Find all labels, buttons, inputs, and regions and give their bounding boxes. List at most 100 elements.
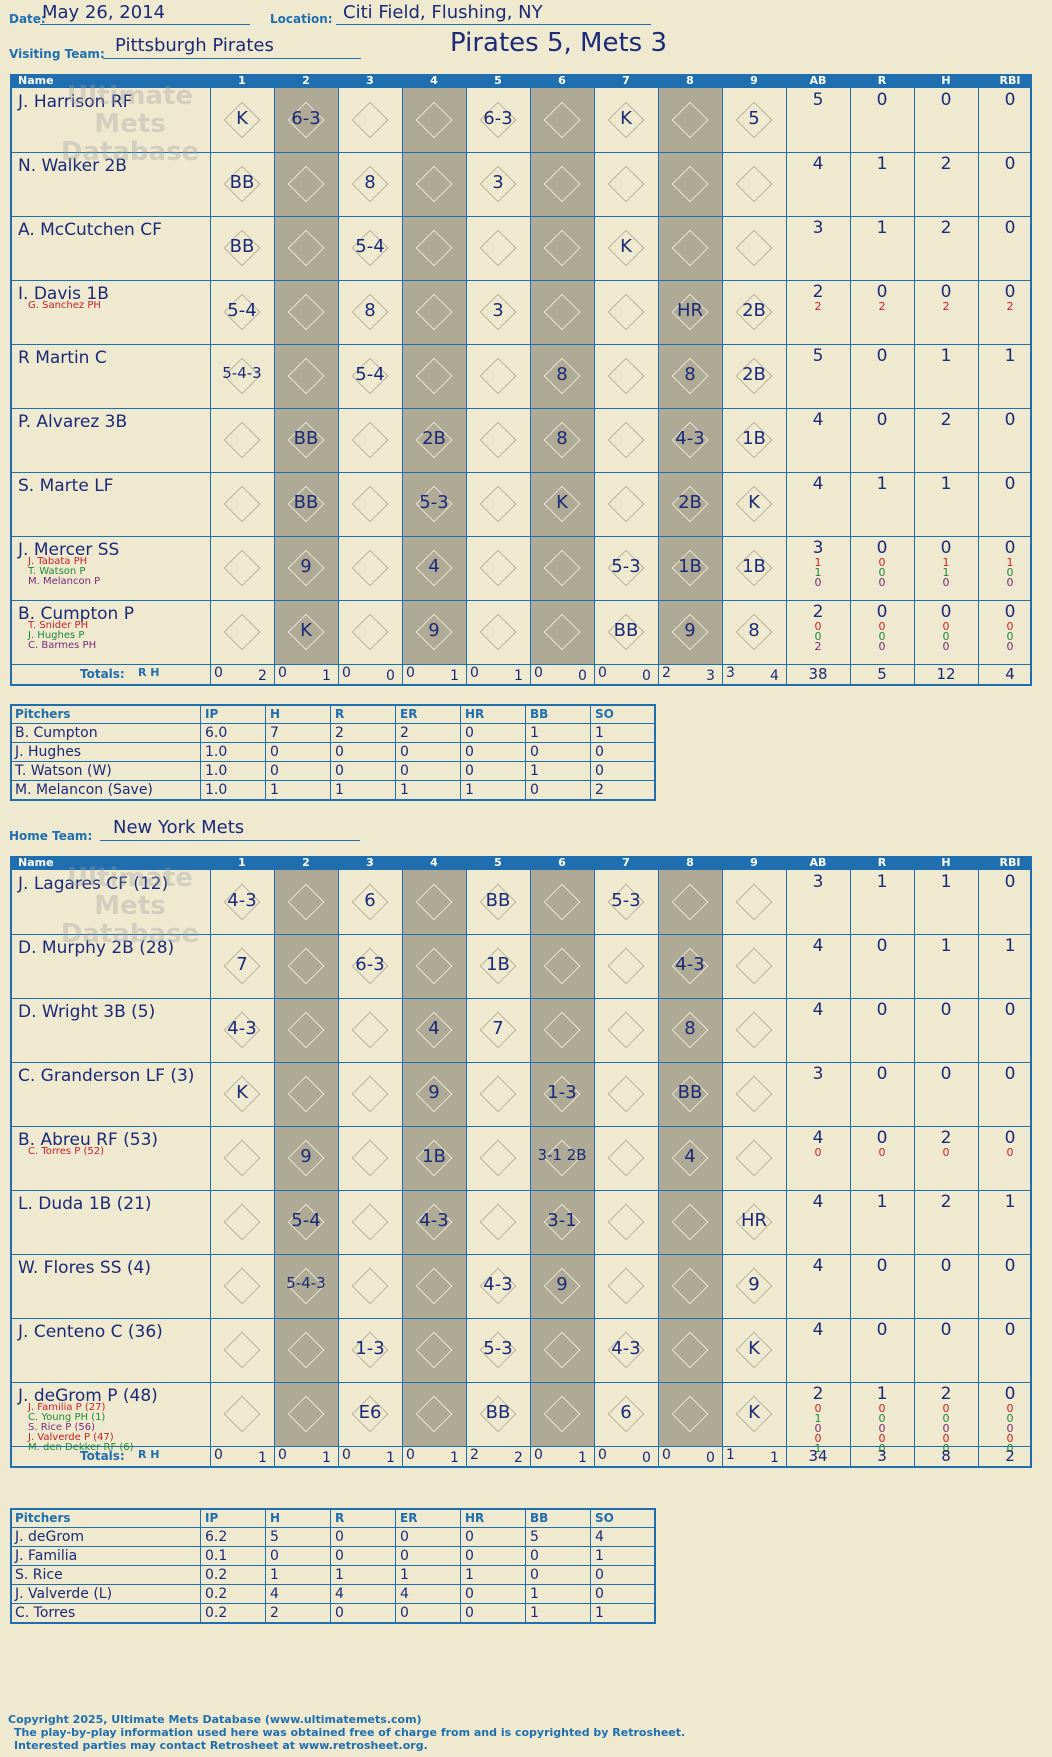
play-result: 8 [364, 172, 376, 193]
row-divider [10, 1584, 656, 1585]
pitcher-name: T. Watson (W) [15, 763, 112, 779]
substitute-name: C. Torres P (52) [28, 1146, 104, 1157]
play-result: K [556, 492, 568, 513]
pitching-stat: 5 [270, 1529, 279, 1545]
sub-stat-ab: 0 [814, 576, 822, 589]
inning-runs: 2 [662, 665, 671, 681]
play-result: 5-4 [291, 1210, 321, 1231]
pitching-stat: 0 [465, 725, 474, 741]
inning-runs: 0 [278, 1447, 287, 1463]
inning-header-8: 8 [686, 856, 694, 869]
stat-header-ab: AB [809, 74, 827, 87]
inning-shade [274, 870, 338, 1446]
total-h: 8 [941, 1447, 951, 1465]
substitute-name: J. Valverde P (47) [28, 1432, 114, 1443]
column-divider [274, 856, 275, 1468]
play-result: 4-3 [419, 1210, 449, 1231]
inning-header-5: 5 [494, 856, 502, 869]
play-result: BB [485, 1402, 511, 1423]
pitcher-name: J. Familia [15, 1548, 78, 1564]
row-divider [10, 1565, 656, 1566]
stat-header-r: R [877, 856, 887, 869]
stat-h: 0 [940, 1064, 952, 1084]
stat-r: 0 [876, 1000, 888, 1020]
stat-ab: 4 [812, 936, 824, 956]
pitching-stat: 0 [465, 1529, 474, 1545]
stat-h: 2 [940, 1384, 952, 1404]
play-result: 1B [422, 1146, 446, 1167]
sub-stat-h: 0 [942, 620, 950, 633]
pitching-stat: 0 [465, 1586, 474, 1602]
inning-runs: 1 [726, 1447, 735, 1463]
stat-r: 1 [876, 1384, 888, 1404]
stat-r: 0 [876, 538, 888, 558]
play-result: K [236, 108, 248, 129]
game-result: Pirates 5, Mets 3 [450, 28, 668, 58]
inning-hits: 0 [706, 1450, 715, 1466]
stat-r: 0 [876, 1128, 888, 1148]
stat-ab: 4 [812, 1192, 824, 1212]
sub-stat-ab: 0 [814, 630, 822, 643]
pitching-stat: 1 [530, 763, 539, 779]
stat-h: 0 [940, 1256, 952, 1276]
sub-stat-rbi: 0 [1006, 1422, 1014, 1435]
play-result: 6 [364, 890, 376, 911]
stat-h: 0 [940, 282, 952, 302]
sub-stat-h: 0 [942, 630, 950, 643]
play-result: 7 [492, 1018, 504, 1039]
play-result: BB [293, 492, 319, 513]
substitute-name: T. Snider PH [28, 620, 89, 631]
inning-hits: 0 [578, 668, 587, 684]
play-result: HR [740, 1210, 768, 1231]
pitching-stat: 1 [530, 1586, 539, 1602]
inning-runs: 0 [598, 665, 607, 681]
stat-r: 0 [876, 1320, 888, 1340]
column-divider [274, 74, 275, 686]
scorecard-header [10, 856, 1032, 870]
stat-r: 1 [876, 474, 888, 494]
pitching-header-so: SO [595, 707, 614, 721]
column-name-header: Name [18, 74, 54, 87]
row-divider [10, 780, 656, 781]
pitching-stat: 0 [465, 1605, 474, 1621]
inning-runs: 0 [534, 1447, 543, 1463]
sub-stat-rbi: 2 [1006, 300, 1014, 313]
row-divider [10, 408, 1032, 409]
column-divider [460, 704, 461, 799]
play-result: K [748, 1402, 760, 1423]
total-rbi: 4 [1005, 665, 1015, 683]
pitching-header-hr: HR [465, 707, 485, 721]
sub-stat-ab: 0 [814, 1402, 822, 1415]
sub-stat-h: 0 [942, 1412, 950, 1425]
substitute-name: M. den Dekker RF (6) [28, 1442, 134, 1453]
total-h: 12 [936, 665, 956, 683]
sub-stat-ab: 0 [814, 620, 822, 633]
pitching-stat: 0 [335, 1605, 344, 1621]
pitching-stat: 2 [595, 782, 604, 798]
pitching-header-bb: BB [530, 1511, 549, 1525]
stat-rbi: 0 [1004, 90, 1016, 110]
stat-rbi: 1 [1004, 1192, 1016, 1212]
stat-ab: 3 [812, 538, 824, 558]
inning-header-7: 7 [622, 856, 630, 869]
pitching-header-hr: HR [465, 1511, 485, 1525]
totals-label: Totals: [80, 667, 125, 681]
sub-stat-r: 0 [878, 1422, 886, 1435]
play-result: 5-4-3 [222, 364, 262, 382]
stat-header-rbi: RBI [999, 74, 1021, 87]
inning-runs: 0 [406, 665, 415, 681]
stat-h: 1 [940, 872, 952, 892]
pitching-stat: 0 [530, 1567, 539, 1583]
sub-stat-rbi: 0 [1006, 630, 1014, 643]
column-divider [530, 856, 531, 1468]
play-result: BB [677, 1082, 703, 1103]
pitching-frame [10, 1508, 656, 1624]
row-divider [10, 216, 1032, 217]
stat-h: 2 [940, 1192, 952, 1212]
row-divider [10, 934, 1032, 935]
column-divider [594, 74, 595, 686]
stat-rbi: 0 [1004, 282, 1016, 302]
inning-runs: 0 [470, 665, 479, 681]
sub-stat-r: 0 [878, 640, 886, 653]
player-name: J. Centeno C (36) [18, 1322, 163, 1342]
